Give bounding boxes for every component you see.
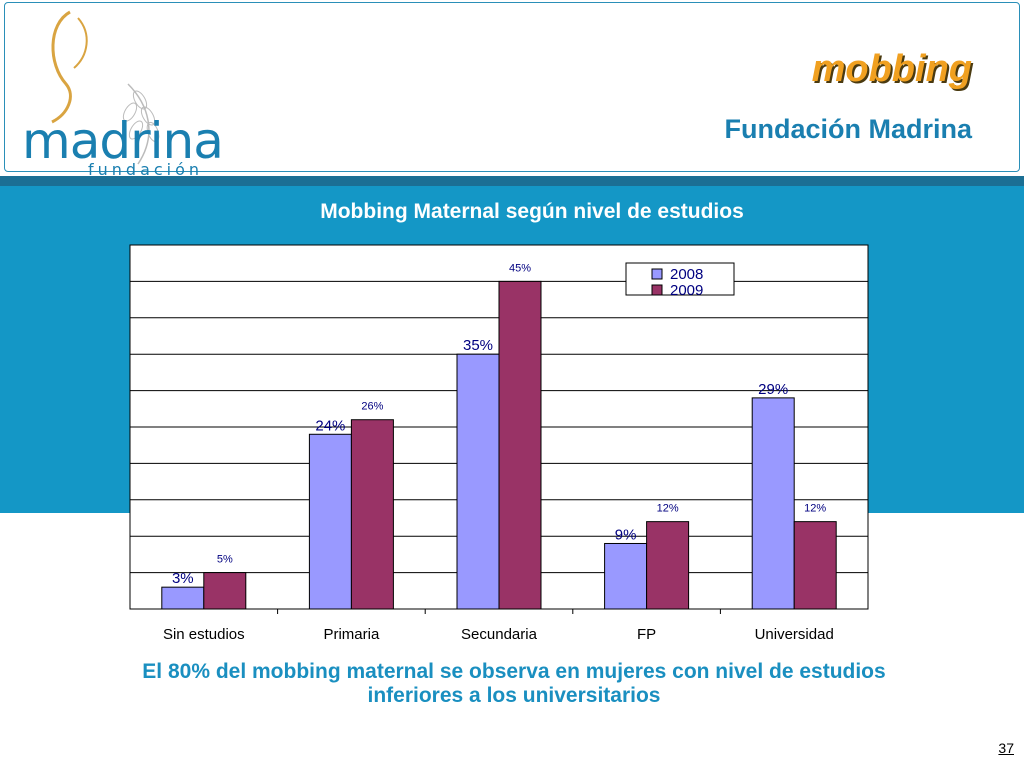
logo-figure-icon	[51, 10, 160, 165]
bar-2009	[203, 572, 247, 610]
data-label-2009: 12%	[804, 503, 826, 515]
logo-wordmark: madrina	[22, 112, 224, 170]
data-label-2009: 26%	[361, 401, 383, 413]
slide-title: mobbing	[811, 48, 972, 90]
x-tick-label: Primaria	[323, 626, 379, 643]
slide-caption: El 80% del mobbing maternal se observa e…	[142, 660, 886, 707]
legend-box	[625, 262, 735, 296]
data-label-2009: 12%	[657, 503, 679, 515]
bar-chart: 3% 5% Sin estudios 24% 26% Primaria 35% 45% Secu…	[129, 244, 869, 643]
x-tick-label: Secundaria	[461, 626, 538, 643]
x-tick-label: FP	[637, 626, 656, 643]
data-label-2008: 24%	[315, 417, 345, 434]
data-label-2008: 29%	[758, 381, 788, 398]
bar-2008	[308, 433, 352, 610]
bar-2008	[604, 542, 648, 610]
slide-subtitle: Fundación Madrina	[724, 114, 972, 144]
slide-header	[0, 0, 1024, 176]
page-number: 37	[998, 740, 1014, 756]
bar-2009	[646, 521, 690, 610]
bar-2008	[161, 586, 205, 610]
data-label-2008: 3%	[172, 570, 194, 587]
bar-2009	[498, 280, 542, 610]
bar-2009	[350, 419, 394, 610]
header-frame	[4, 2, 1020, 172]
chart-title: Mobbing Maternal según nivel de estudios	[320, 200, 744, 223]
data-label-2008: 9%	[615, 526, 637, 543]
data-label-2008: 35%	[463, 337, 493, 354]
legend-swatch-2008	[651, 268, 663, 280]
legend-swatch-2009	[651, 284, 663, 296]
data-label-2009: 45%	[509, 262, 531, 274]
x-tick-label: Sin estudios	[163, 626, 245, 643]
bar-2009	[793, 521, 837, 610]
header-rule	[0, 176, 1024, 186]
legend-label-2008: 2008	[670, 266, 703, 283]
x-tick-label: Universidad	[755, 626, 834, 643]
bar-2008	[456, 353, 500, 610]
madrina-logo: madrina fundación	[8, 4, 224, 184]
logo-subtitle: fundación	[88, 160, 204, 179]
legend-label-2009: 2009	[670, 282, 703, 299]
bar-2008	[751, 397, 795, 610]
data-label-2009: 5%	[217, 554, 233, 566]
